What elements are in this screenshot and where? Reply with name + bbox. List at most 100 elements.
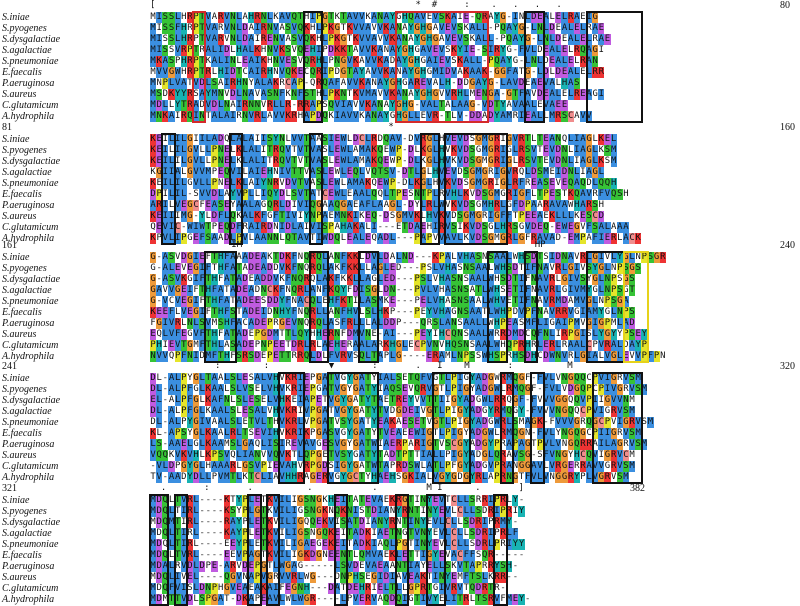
residue: - <box>402 307 408 317</box>
residue: F <box>536 428 543 439</box>
residue: E <box>420 111 426 121</box>
residue: E <box>352 583 359 594</box>
residue: K <box>444 178 451 189</box>
residue: A <box>530 78 537 89</box>
residue: L <box>291 329 298 340</box>
residue: L <box>617 233 623 243</box>
residue: I <box>328 134 335 145</box>
residue: G <box>174 285 181 296</box>
residue: M <box>573 318 580 329</box>
residue: V <box>444 56 451 67</box>
residue: L <box>180 156 187 167</box>
residue: L <box>199 384 206 395</box>
residue: R <box>475 472 482 483</box>
residue: E <box>223 200 230 211</box>
residue: L <box>174 34 181 45</box>
residue: V <box>272 45 279 56</box>
residue: E <box>334 145 341 156</box>
residue: F <box>340 318 347 329</box>
residue: K <box>328 111 334 121</box>
residue: L <box>567 89 574 100</box>
residue: L <box>346 134 353 144</box>
residue: A <box>358 373 365 384</box>
residue: L <box>481 285 488 296</box>
residue: L <box>248 200 255 211</box>
residue: Q <box>291 12 298 23</box>
residue: G <box>628 263 636 274</box>
residue: M <box>180 211 187 222</box>
residue: R <box>617 428 623 438</box>
residue: A <box>438 351 445 362</box>
residue: T <box>364 439 372 450</box>
residue: G <box>414 67 421 78</box>
residue: S <box>395 384 402 395</box>
residue: V <box>205 100 212 111</box>
residue: G <box>592 274 599 285</box>
residue: V <box>432 307 439 318</box>
residue: L <box>506 528 513 539</box>
residue: S <box>481 189 488 200</box>
residue: K <box>383 307 390 318</box>
residue: I <box>217 45 224 56</box>
residue: G <box>352 461 359 472</box>
residue: A <box>585 167 593 178</box>
residue: H <box>493 318 501 329</box>
residue: Q <box>604 178 611 189</box>
residue: V <box>334 100 341 111</box>
residue: G <box>186 134 193 145</box>
residue: V <box>364 45 372 56</box>
residue: D <box>229 222 236 233</box>
residue: K <box>334 45 341 56</box>
residue: S <box>340 517 347 528</box>
residue: Q <box>321 78 329 89</box>
residue: G <box>401 472 408 483</box>
residue: I <box>371 539 378 550</box>
residue: R <box>297 472 304 483</box>
residue: L <box>242 156 249 167</box>
residue: L <box>235 428 243 439</box>
residue: V <box>291 178 298 189</box>
residue: L <box>530 45 537 56</box>
residue: L <box>358 233 365 244</box>
residue: V <box>229 583 236 594</box>
residue: T <box>445 495 451 505</box>
residue: E <box>235 583 243 594</box>
residue: L <box>414 111 421 122</box>
residue: D <box>537 45 543 55</box>
residue: S <box>211 78 218 89</box>
residue: A <box>168 472 175 483</box>
residue: K <box>162 111 169 122</box>
residue: N <box>266 45 273 56</box>
residue: V <box>346 351 353 362</box>
residue: G <box>186 167 193 178</box>
residue: K <box>364 178 372 189</box>
residue: S <box>248 406 255 417</box>
residue: W <box>567 200 574 210</box>
residue: - <box>469 12 476 22</box>
residue: V <box>358 45 365 56</box>
residue: S <box>616 189 623 200</box>
residue: D <box>186 561 193 572</box>
residue: I <box>278 222 286 233</box>
residue: S <box>463 167 470 178</box>
residue: V <box>457 561 464 572</box>
residue: Q <box>414 384 421 395</box>
residue: E <box>217 167 224 178</box>
residue: I <box>156 45 163 56</box>
species-label: S.pneumoniae <box>2 56 59 67</box>
residue: K <box>420 572 427 583</box>
residue: R <box>628 417 636 428</box>
residue: N <box>414 517 421 528</box>
residue: A <box>549 100 556 111</box>
residue: G <box>420 89 427 100</box>
residue: P <box>242 539 249 550</box>
residue: T <box>371 351 378 362</box>
residue: K <box>371 145 378 156</box>
residue: K <box>260 583 267 594</box>
residue: H <box>561 78 568 89</box>
residue: V <box>162 296 169 307</box>
species-label: S.pneumoniae <box>2 417 59 428</box>
residue: E <box>248 395 255 406</box>
residue: K <box>469 34 476 44</box>
residue: S <box>555 189 562 200</box>
